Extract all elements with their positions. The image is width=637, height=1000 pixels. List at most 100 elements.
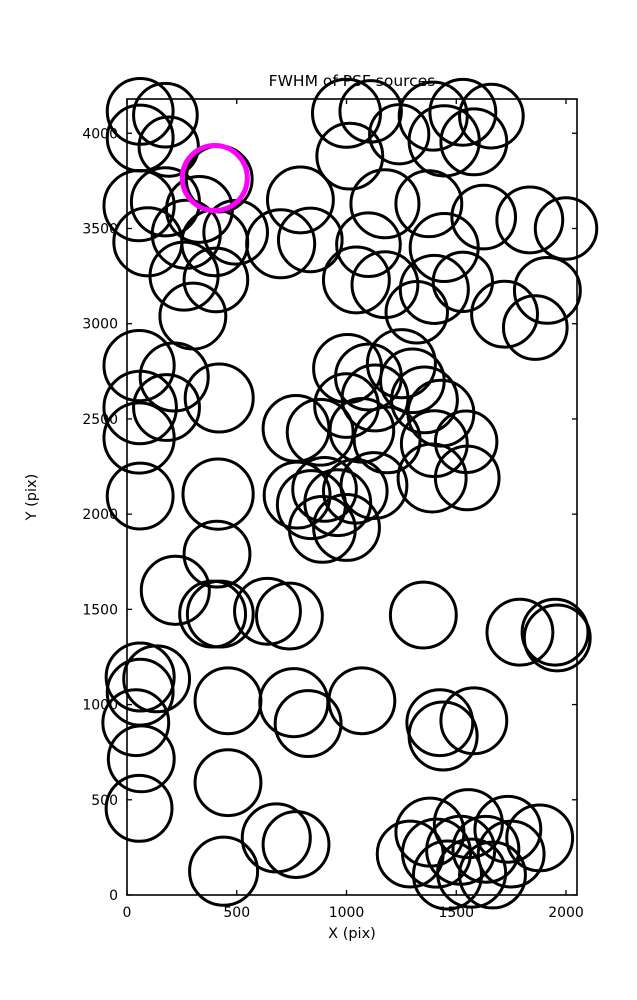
psf-source-marker — [451, 814, 521, 884]
y-tick-label: 1000 — [82, 698, 118, 714]
psf-source-marker — [261, 810, 331, 879]
psf-source-marker — [352, 405, 422, 475]
psf-source-marker — [327, 666, 397, 736]
psf-source-marker — [105, 657, 175, 727]
psf-source-marker — [396, 442, 468, 514]
psf-source-marker — [102, 401, 176, 475]
psf-source-marker — [350, 250, 420, 320]
selected-source-circle — [179, 143, 250, 214]
psf-source-marker — [139, 554, 211, 626]
psf-source-marker — [233, 576, 302, 646]
psf-source-marker — [102, 369, 178, 446]
psf-source-marker — [411, 839, 484, 911]
psf-source-marker — [313, 372, 380, 439]
psf-source-marker — [335, 211, 402, 279]
psf-source-marker — [137, 115, 200, 178]
psf-source-marker — [104, 641, 176, 713]
x-tick-label: 0 — [123, 905, 132, 921]
psf-source-marker — [365, 328, 437, 400]
y-tick-label: 2500 — [82, 412, 118, 428]
psf-source-marker — [312, 493, 381, 562]
x-tick-label: 500 — [223, 905, 250, 921]
psf-source-marker — [408, 212, 480, 284]
psf-source-marker — [394, 169, 464, 239]
psf-source-marker — [458, 840, 527, 910]
psf-source-marker — [258, 667, 330, 739]
psf-source-marker — [285, 397, 355, 467]
psf-source-marker — [431, 250, 494, 313]
x-tick-label: 1500 — [438, 905, 474, 921]
psf-source-marker — [240, 802, 312, 874]
psf-source-marker — [400, 817, 473, 889]
psf-source-marker — [522, 603, 592, 673]
psf-source-marker — [388, 580, 458, 650]
y-tick-label: 500 — [91, 793, 118, 809]
psf-source-marker — [273, 689, 343, 759]
psf-source-marker — [315, 121, 385, 191]
psf-source-marker — [104, 773, 174, 843]
psf-source-marker — [255, 581, 324, 651]
psf-source-marker — [193, 748, 263, 818]
psf-source-marker — [132, 373, 201, 442]
psf-source-marker — [193, 666, 263, 736]
psf-source-marker — [185, 579, 255, 649]
axis-tick-labels: 0 500 1000 1500 2000 0 500 1000 1500 2000 2500 3000… — [82, 126, 583, 921]
psf-source-marker — [138, 341, 210, 413]
psf-source-marker — [485, 597, 555, 667]
psf-source-marker — [428, 77, 498, 147]
psf-source-marker — [520, 597, 590, 667]
psf-source-marker — [340, 363, 410, 433]
psf-source-marker — [398, 253, 470, 325]
x-tick-label: 2000 — [548, 905, 584, 921]
chart-title: FWHM of PSF sources — [269, 72, 436, 90]
y-tick-label: 3000 — [82, 317, 118, 333]
axis-tick-marks — [126, 99, 577, 896]
psf-source-marker — [181, 457, 255, 531]
psf-source-marker — [405, 688, 475, 758]
psf-source-marker — [458, 82, 525, 150]
psf-source-marker — [384, 280, 449, 345]
y-tick-label: 1500 — [82, 602, 118, 618]
psf-source-marker — [183, 362, 255, 434]
selected-source-marker — [179, 143, 250, 214]
psf-source-marker — [182, 519, 252, 589]
psf-source-marker — [436, 837, 508, 909]
y-tick-label: 0 — [109, 888, 118, 904]
psf-source-marker — [287, 494, 357, 564]
axes-spines — [126, 98, 578, 896]
y-tick-label: 4000 — [82, 126, 118, 142]
psf-source-marker — [310, 77, 383, 149]
psf-source-marker — [106, 724, 176, 794]
psf-source-marker — [470, 279, 539, 349]
psf-source-marker — [188, 835, 260, 907]
psf-source-marker — [102, 328, 176, 403]
psf-source-marker — [433, 444, 501, 512]
psf-source-marker — [439, 107, 509, 177]
psf-source-marker — [262, 460, 332, 530]
psf-source-marker — [291, 456, 358, 523]
psf-source-marker — [390, 365, 459, 435]
psf-source-marker — [495, 185, 565, 255]
psf-source-marker — [407, 700, 479, 772]
psf-source-marker — [102, 169, 176, 243]
psf-source-marker — [321, 245, 391, 315]
psf-source-marker — [148, 240, 220, 312]
psf-source-marker — [501, 294, 569, 361]
psf-source-marker — [158, 281, 228, 351]
psf-source-circles — [101, 76, 599, 911]
psf-source-marker — [476, 819, 546, 889]
psf-source-marker — [533, 196, 599, 261]
psf-source-marker — [265, 165, 335, 235]
y-tick-label: 2000 — [82, 507, 118, 523]
psf-source-marker — [182, 246, 250, 314]
psf-source-marker — [339, 451, 409, 521]
psf-source-marker — [349, 168, 421, 240]
psf-source-marker — [473, 794, 543, 864]
y-axis-label: Y (pix) — [24, 474, 40, 522]
psf-source-marker — [101, 688, 171, 758]
psf-source-marker — [122, 644, 192, 714]
psf-source-marker — [512, 255, 582, 325]
y-tick-label: 3500 — [82, 221, 118, 237]
